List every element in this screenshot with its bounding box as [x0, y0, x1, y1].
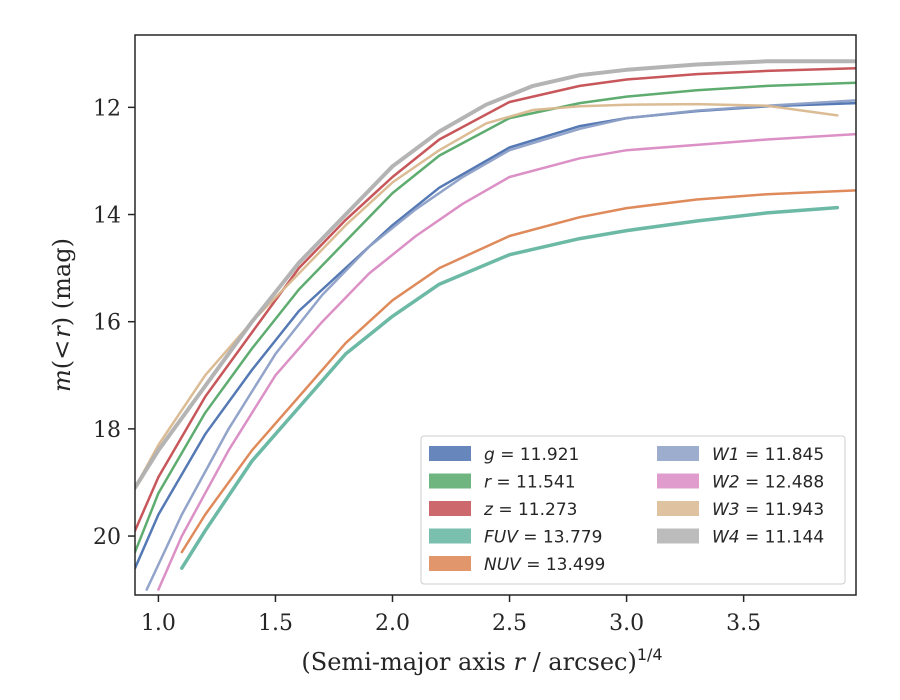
series-line-r [135, 81, 856, 554]
y-tick-label: 18 [93, 418, 121, 443]
x-tick-label: 2.0 [375, 611, 410, 636]
y-axis: 12 14 16 18 20 [93, 96, 135, 550]
y-tick-label: 14 [93, 204, 121, 229]
plot-frame [134, 34, 857, 596]
legend-swatch-nuv [429, 556, 471, 571]
legend-swatch-w4 [657, 528, 699, 544]
series-line-fuv [180, 205, 840, 570]
series-line-w2 [157, 132, 856, 591]
legend-label-fuv: FUV = 13.779 [484, 528, 602, 548]
legend-swatch-z [429, 501, 471, 516]
legend-label-w4: W4 = 11.144 [712, 528, 824, 548]
x-tick-label: 1.0 [141, 611, 176, 636]
series-line-nuv [180, 189, 856, 554]
series-line-w3 [135, 102, 839, 490]
x-axis: 1.0 1.5 2.0 2.5 3.0 3.5 [141, 595, 761, 636]
x-tick-label: 1.5 [258, 611, 293, 636]
legend-swatch-r [429, 473, 471, 489]
legend-label-g: g = 11.921 [484, 445, 579, 465]
legend-swatch-w1 [657, 446, 699, 461]
x-tick-label: 3.5 [726, 611, 761, 636]
series-line-z [135, 66, 856, 532]
legend-label-w1: W1 = 11.845 [712, 445, 824, 465]
y-tick-label: 16 [93, 311, 121, 336]
legend-label-w3: W3 = 11.943 [712, 500, 824, 520]
x-axis-title: (Semi-major axis r / arcsec)1/4 [301, 645, 662, 676]
legend-swatch-w3 [657, 501, 699, 516]
x-tick-label: 2.5 [492, 611, 527, 636]
x-tick-label: 3.0 [609, 611, 644, 636]
legend: g = 11.921 r = 11.541 z = 11.273 FUV = 13.7… [420, 435, 846, 585]
series-layer [135, 59, 856, 591]
series-line-w1 [145, 99, 856, 591]
y-tick-label: 12 [93, 96, 121, 121]
y-tick-label: 20 [93, 525, 121, 550]
legend-label-nuv: NUV = 13.499 [484, 555, 605, 575]
legend-label-z: z = 11.273 [483, 500, 577, 520]
y-axis-title: m(<r) (mag) [48, 238, 76, 392]
legend-frame [420, 435, 846, 585]
legend-label-r: r = 11.541 [484, 473, 576, 493]
series-line-w4 [135, 59, 856, 490]
legend-label-w2: W2 = 12.488 [712, 473, 824, 493]
legend-swatch-w2 [657, 473, 699, 489]
legend-swatch-fuv [429, 528, 471, 544]
legend-swatch-g [429, 446, 471, 461]
